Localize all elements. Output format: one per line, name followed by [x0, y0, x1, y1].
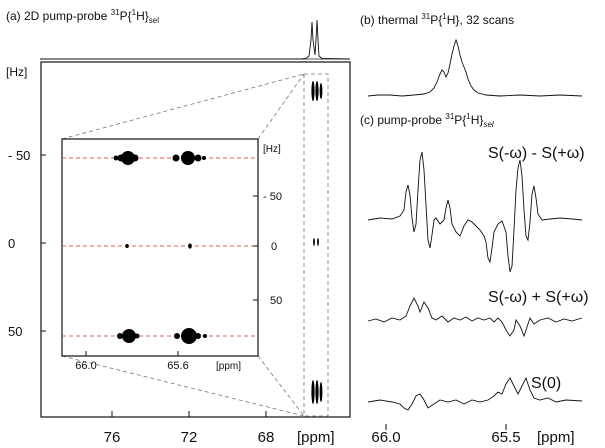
x-tick-label: 72	[181, 429, 198, 446]
inset-x-tick-label: 65.6	[167, 360, 188, 372]
trace-label-sum: S(-ω) + S(+ω)	[488, 289, 589, 306]
right-x-tick-label: 66.0	[371, 429, 400, 446]
inset-x-unit: [ppm]	[216, 361, 241, 372]
trace-label-difference: S(-ω) - S(+ω)	[488, 145, 585, 162]
y-tick-label: - 50	[8, 148, 30, 163]
zoom-connector	[61, 73, 305, 140]
y-tick-label: 0	[8, 236, 15, 251]
x-axis-unit: [ppm]	[297, 429, 335, 446]
zoom-region	[303, 73, 329, 417]
panel-a-frame	[40, 61, 351, 418]
zero-spectrum	[367, 376, 583, 411]
inset-x-tick-label: 66.0	[75, 360, 96, 372]
inset-y-tick-label: 0	[271, 241, 277, 253]
right-x-axis-unit: [ppm]	[537, 429, 575, 446]
difference-spectrum	[367, 151, 583, 273]
y-tick-label: 50	[8, 324, 22, 339]
trace-label-zero: S(0)	[531, 375, 561, 392]
inset-frame	[61, 138, 259, 357]
panel-c-title: (c) pump-probe 31P{1H}sel	[360, 112, 494, 129]
panel-b-title: (b) thermal 31P{1H}, 32 scans	[360, 12, 514, 27]
inset-y-tick-label: - 50	[263, 191, 282, 203]
x-tick-label: 76	[104, 429, 121, 446]
thermal-spectrum	[367, 38, 583, 97]
inset-y-unit: [Hz]	[263, 144, 281, 155]
inset-y-tick-label: 50	[270, 295, 282, 307]
projection-spectrum	[40, 19, 351, 60]
panel-a-title: (a) 2D pump-probe 31P{1H}sel	[6, 8, 159, 25]
inset-peaks	[113, 151, 207, 344]
right-x-tick-label: 65.5	[491, 429, 520, 446]
x-tick-label: 68	[258, 429, 275, 446]
zoom-connector	[257, 355, 305, 417]
main-2d-peaks	[311, 81, 323, 404]
zoom-connector	[257, 73, 305, 140]
sum-spectrum	[367, 296, 583, 338]
y-axis-unit: [Hz]	[6, 65, 27, 79]
